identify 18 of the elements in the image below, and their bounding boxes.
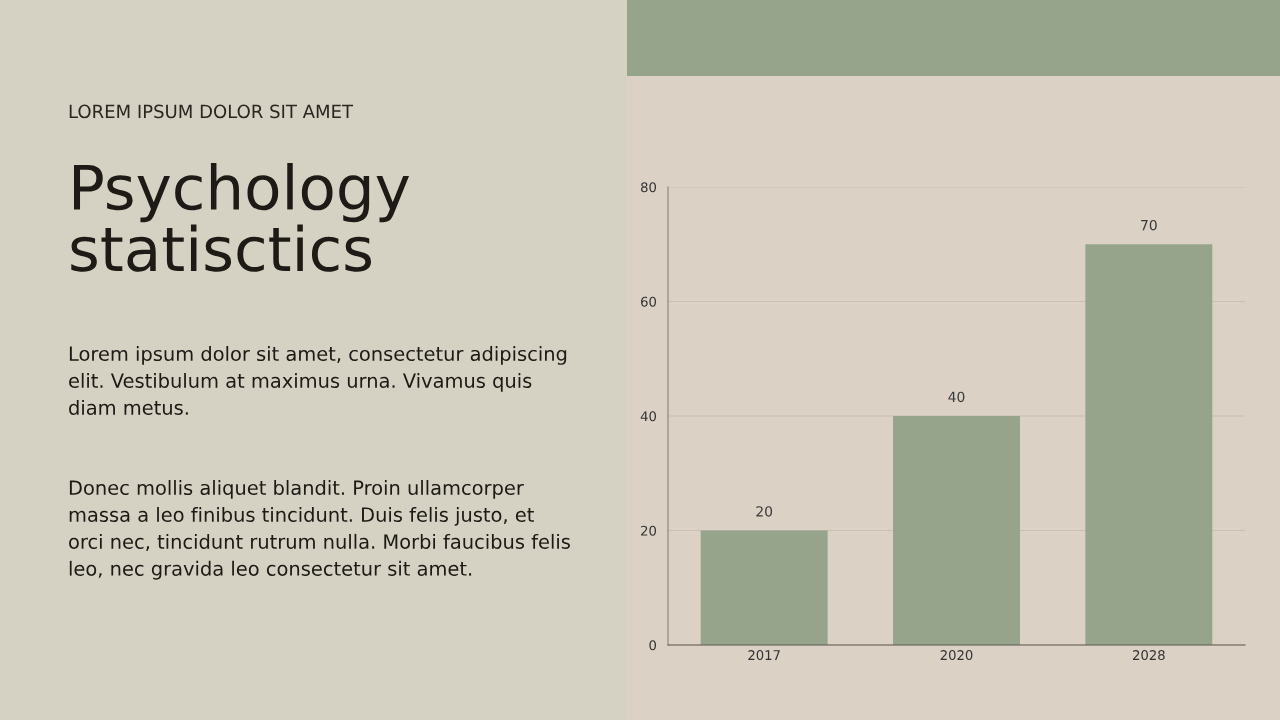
y-tick-label: 60 — [641, 296, 657, 307]
text: Donec mollis aliquet blandit. Proin ullamcorper massa a leo finibus tincidunt. Duis felis justo, et orci nec, tincidunt rutrum nulla. Morbi faucibus felis leo, nec gravida leo consectetur sit amet. — [69, 480, 570, 580]
y-tick-label: 80 — [640, 182, 657, 193]
data-label: 40 — [948, 391, 965, 403]
chart-title: Psychology statisctics — [71, 163, 410, 272]
x-tick-label: 2020 — [940, 650, 973, 661]
y-tick-label: 0 — [649, 640, 657, 651]
text: LOREM IPSUM DOLOR SIT AMET — [69, 104, 354, 119]
bar — [700, 530, 828, 645]
x-tick-label: 2028 — [1133, 650, 1165, 661]
bar — [893, 416, 1020, 645]
y-tick-label: 20 — [641, 525, 657, 536]
data-label: 70 — [1141, 219, 1157, 231]
text: Lorem ipsum dolor sit amet, consectetur adipiscing elit. Vestibulum at maximus urna. Vivamus quis diam metus. — [69, 346, 567, 415]
data-label: 20 — [756, 506, 773, 517]
y-tick-label: 40 — [640, 411, 657, 422]
bar — [1085, 244, 1213, 645]
x-tick-label: 2017 — [748, 650, 780, 661]
